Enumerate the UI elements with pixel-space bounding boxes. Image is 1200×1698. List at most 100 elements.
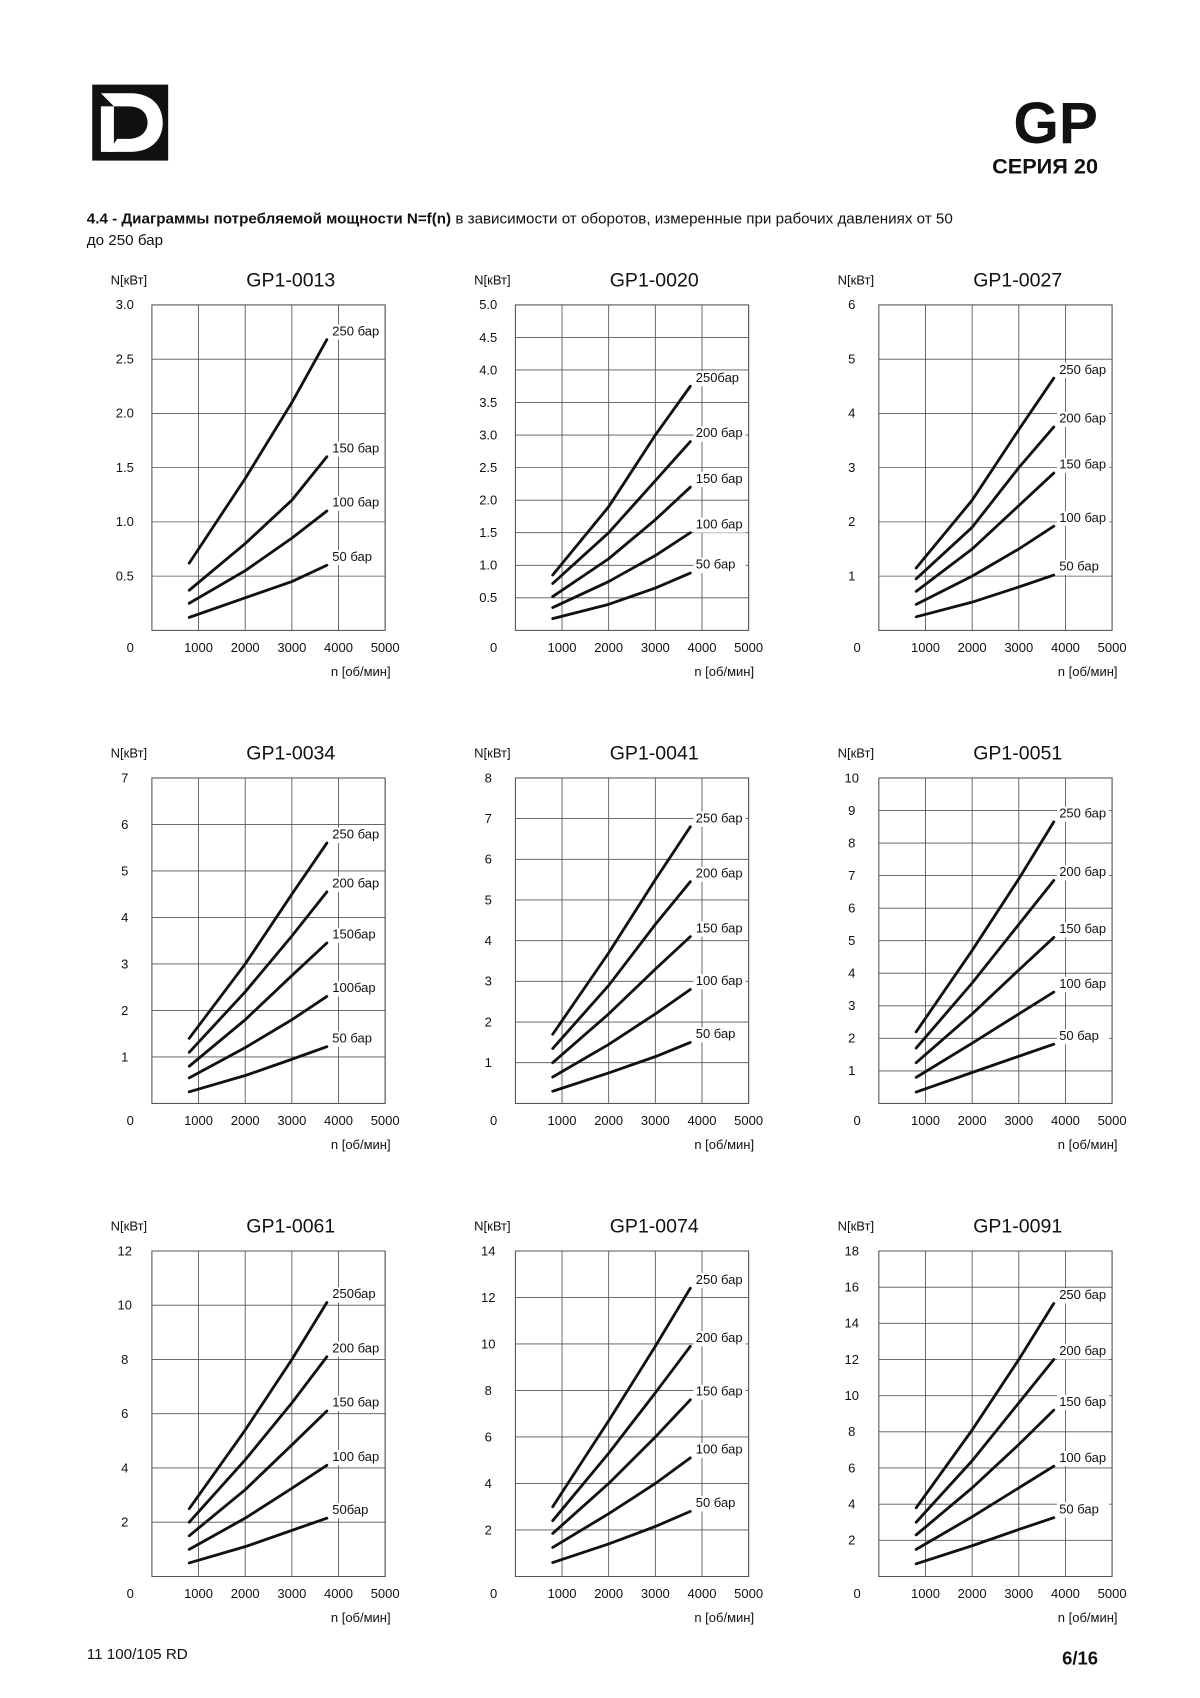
y-tick-label: 6 bbox=[485, 852, 492, 867]
x-tick-label: 5000 bbox=[371, 1586, 400, 1601]
x-tick-label: 4000 bbox=[1051, 640, 1080, 655]
y-tick-label: 0.5 bbox=[116, 568, 134, 583]
chart: GP1-0041 N[кВт] n [об/мин] 0 1 2 3 4 5 6 7 8 1000 200… bbox=[474, 742, 763, 1152]
curve-label: 50 бар bbox=[332, 549, 372, 564]
y-axis-label: N[кВт] bbox=[838, 272, 875, 287]
curve-label: 100 бар bbox=[696, 973, 743, 988]
x-axis-label: n [об/мин] bbox=[694, 1610, 754, 1625]
y-tick-label: 10 bbox=[481, 1336, 495, 1351]
x-tick-label: 2000 bbox=[231, 1586, 260, 1601]
curve-label-bg bbox=[330, 550, 383, 566]
x-axis-label: n [об/мин] bbox=[694, 1137, 754, 1152]
curve-label: 200 бар bbox=[696, 425, 743, 440]
curve-label-bg bbox=[330, 981, 383, 997]
y-tick-label: 2 bbox=[121, 1003, 128, 1018]
power-curve bbox=[914, 820, 1056, 1034]
curve-label-bg bbox=[693, 1384, 746, 1400]
power-curve bbox=[187, 1355, 329, 1524]
power-curve bbox=[187, 563, 329, 619]
y-tick-label: 1 bbox=[485, 1055, 492, 1070]
power-curve bbox=[914, 936, 1056, 1065]
y-tick-label: 6 bbox=[485, 1429, 492, 1444]
y-tick-label: 3 bbox=[485, 974, 492, 989]
y-tick-label: 4 bbox=[485, 933, 492, 948]
y-tick-label: 10 bbox=[118, 1298, 132, 1313]
logo-mark bbox=[100, 93, 163, 152]
curve-label: 100 бар bbox=[696, 1442, 743, 1457]
y-tick-label: 2.5 bbox=[116, 351, 134, 366]
power-curve bbox=[551, 988, 692, 1079]
y-tick-label: 9 bbox=[848, 803, 855, 818]
y-tick-label: 4 bbox=[121, 1460, 128, 1475]
curve-label-bg bbox=[330, 1502, 383, 1519]
x-tick-label: 3000 bbox=[277, 1586, 306, 1601]
y-tick-label: 7 bbox=[121, 770, 128, 785]
y-tick-label: 10 bbox=[844, 1388, 858, 1403]
x-axis-label: n [об/мин] bbox=[1058, 1610, 1118, 1625]
y-tick-label: 3 bbox=[848, 998, 855, 1013]
y-tick-label: 1 bbox=[848, 568, 855, 583]
y-axis-label: N[кВт] bbox=[474, 272, 511, 287]
y-tick-label: 4 bbox=[848, 1496, 855, 1511]
curve-label: 100 бар bbox=[1059, 976, 1106, 991]
footer-code: 11 100/105 RD bbox=[87, 1646, 188, 1663]
curve-label: 200 бар bbox=[696, 865, 743, 880]
curve-label: 150 бар bbox=[696, 471, 743, 486]
heading-text: до 250 бар bbox=[87, 232, 163, 249]
y-tick-label: 0 bbox=[854, 1113, 861, 1128]
y-tick-label: 12 bbox=[481, 1290, 495, 1305]
y-tick-label: 5 bbox=[848, 933, 855, 948]
chart-title: GP1-0034 bbox=[246, 742, 335, 764]
chart: GP1-0034 N[кВт] n [об/мин] 0 1 2 3 4 5 6 7 1000 2000… bbox=[111, 742, 400, 1152]
curve-label-bg bbox=[1057, 1344, 1110, 1360]
curve-label-bg bbox=[1057, 1288, 1110, 1304]
curve-label: 150 бар bbox=[696, 1383, 743, 1398]
y-tick-label: 6 bbox=[121, 817, 128, 832]
x-tick-label: 5000 bbox=[1098, 640, 1127, 655]
power-curve bbox=[551, 1509, 692, 1564]
chart: GP1-0061 N[кВт] n [об/мин] 0 2 4 6 8 10 12 1000 200… bbox=[111, 1216, 400, 1626]
curve-label: 100 бар bbox=[332, 1449, 379, 1464]
y-tick-label: 3.5 bbox=[479, 395, 497, 410]
power-curve bbox=[914, 879, 1056, 1050]
brand: GP bbox=[1013, 91, 1098, 156]
curve-label-bg bbox=[1057, 922, 1110, 938]
curve-label: 200 бар bbox=[332, 1340, 379, 1355]
curve-label-bg bbox=[330, 876, 383, 892]
y-tick-label: 8 bbox=[121, 1352, 128, 1367]
x-tick-label: 1000 bbox=[184, 640, 213, 655]
power-curve bbox=[914, 1358, 1056, 1524]
x-tick-label: 2000 bbox=[231, 1113, 260, 1128]
curve-label: 200 бар bbox=[1059, 864, 1106, 879]
chart: GP1-0013 N[кВт] n [об/мин] 0 0.5 1.0 1.5 2.0 2.5… bbox=[111, 269, 400, 679]
power-curve bbox=[187, 1045, 329, 1094]
power-curve bbox=[914, 376, 1056, 570]
power-curve bbox=[551, 440, 692, 585]
curve-label: 50 бар bbox=[1059, 1028, 1099, 1043]
curve-label-bg bbox=[1057, 1502, 1110, 1518]
x-tick-label: 2000 bbox=[594, 1113, 623, 1128]
y-tick-label: 3 bbox=[848, 460, 855, 475]
y-axis-label: N[кВт] bbox=[474, 1218, 511, 1233]
curve-label-bg bbox=[330, 927, 383, 944]
power-curve bbox=[187, 455, 329, 592]
curve-label-bg bbox=[1057, 806, 1110, 822]
curve-label: 200 бар bbox=[1059, 411, 1106, 426]
power-curve bbox=[187, 1463, 329, 1551]
curve-label-bg bbox=[1057, 511, 1110, 527]
y-tick-label: 0 bbox=[490, 640, 497, 655]
power-curve bbox=[187, 509, 329, 605]
logo-mark-stem bbox=[100, 106, 114, 152]
chart-title: GP1-0051 bbox=[973, 742, 1062, 764]
chart-title: GP1-0027 bbox=[973, 269, 1062, 291]
x-tick-label: 1000 bbox=[184, 1586, 213, 1601]
curve-label-bg bbox=[693, 866, 746, 882]
y-tick-label: 0 bbox=[490, 1586, 497, 1601]
curve-label: 150 бар bbox=[1059, 1394, 1106, 1409]
power-curve bbox=[914, 573, 1056, 619]
curve-label: 150 бар bbox=[332, 440, 379, 455]
power-curve bbox=[551, 1456, 692, 1549]
x-tick-label: 5000 bbox=[371, 640, 400, 655]
